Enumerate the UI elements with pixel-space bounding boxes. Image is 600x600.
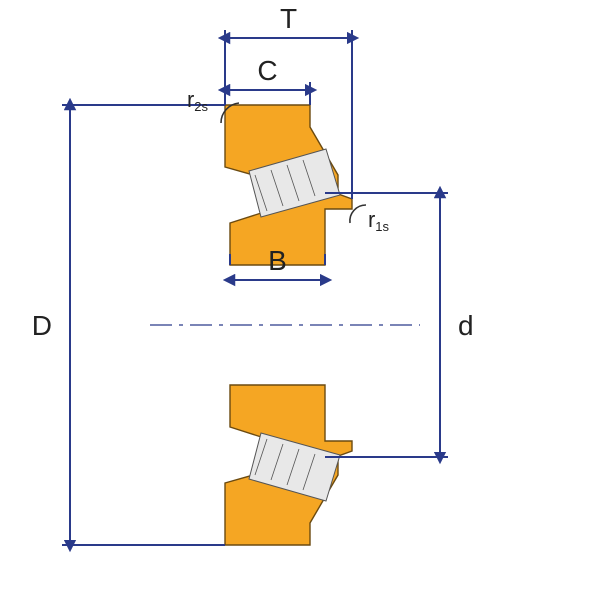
label-r1s: r1s <box>368 207 390 234</box>
label-T: T <box>280 3 297 34</box>
label-B: B <box>268 245 287 276</box>
label-r2s: r2s <box>187 87 209 114</box>
label-C: C <box>257 55 277 86</box>
label-D: D <box>32 310 52 341</box>
label-d: d <box>458 310 474 341</box>
bearing-cross-section: Dd TC Br2s r1s <box>0 0 600 600</box>
